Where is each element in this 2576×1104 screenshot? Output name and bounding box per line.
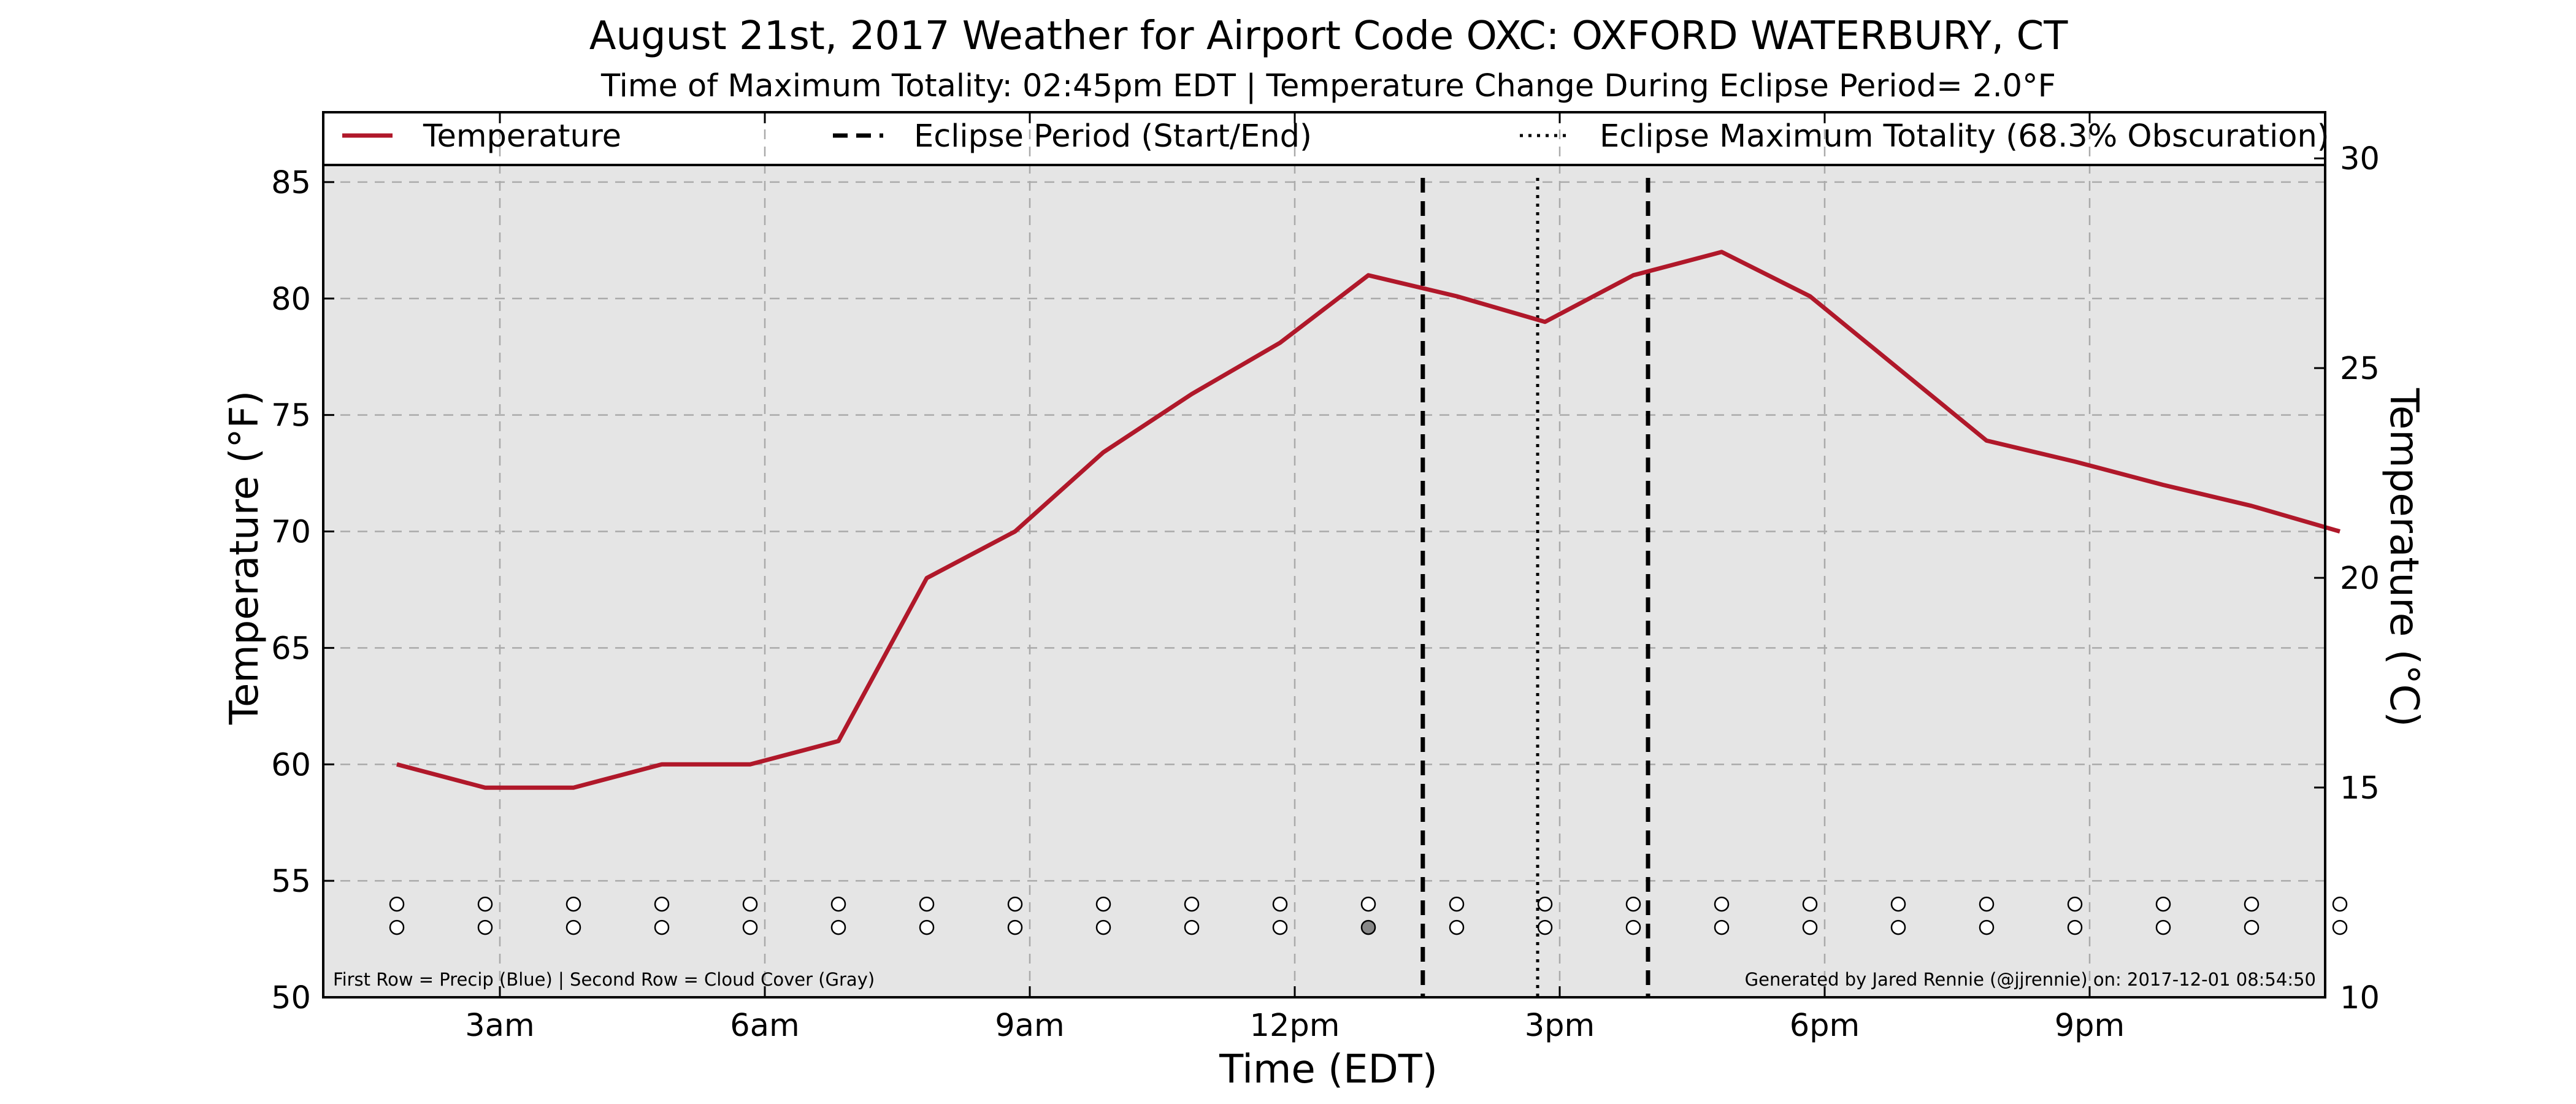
y-right-tick-label: 10 [2340, 980, 2380, 1016]
cloud-cover-marker [2332, 919, 2348, 935]
precip-marker [2244, 896, 2260, 912]
x-tick-label: 9pm [2055, 1008, 2125, 1044]
cloud-cover-marker [2067, 919, 2083, 935]
cloud-cover-marker [1272, 919, 1288, 935]
y-tick-label: 70 [271, 515, 311, 551]
cloud-cover-marker [565, 919, 581, 935]
cloud-cover-marker [1537, 919, 1553, 935]
cloud-cover-marker [2244, 919, 2260, 935]
precip-marker [742, 896, 758, 912]
cloud-cover-marker [1184, 919, 1200, 935]
precip-marker [1184, 896, 1200, 912]
cloud-cover-marker [1802, 919, 1818, 935]
precip-marker [477, 896, 493, 912]
plot-background [323, 165, 2325, 997]
temperature-series [396, 250, 2340, 790]
cloud-cover-marker [654, 919, 670, 935]
chart-title: August 21st, 2017 Weather for Airport Co… [589, 13, 2069, 59]
y-tick-label: 65 [271, 631, 311, 667]
cloud-cover-marker [389, 919, 405, 935]
x-tick-label: 12pm [1250, 1008, 1340, 1044]
y-tick-label: 50 [271, 980, 311, 1016]
observation-markers [389, 896, 2348, 935]
cloud-cover-marker [1449, 919, 1465, 935]
plot-frame [322, 111, 2326, 999]
precip-marker [1272, 896, 1288, 912]
precip-marker [1802, 896, 1818, 912]
x-tick-label: 9am [995, 1008, 1064, 1044]
legend-label-max-totality: Eclipse Maximum Totality (68.3% Obscurat… [1600, 118, 2329, 155]
cloud-cover-marker [1625, 919, 1641, 935]
temperature-line [396, 250, 2340, 790]
cloud-cover-marker [477, 919, 493, 935]
x-tick-label: 3am [465, 1008, 534, 1044]
y-right-tick-label: 25 [2340, 351, 2380, 387]
precip-marker [1625, 896, 1641, 912]
cloud-cover-marker [1360, 919, 1376, 935]
x-tick-label: 6pm [1790, 1008, 1860, 1044]
precip-marker [654, 896, 670, 912]
y-tick-label: 55 [271, 864, 311, 900]
eclipse-lines [1420, 178, 1650, 997]
precip-marker [1360, 896, 1376, 912]
legend: Temperature Eclipse Period (Start/End) Ecl… [342, 118, 2329, 155]
x-tick-label: 3pm [1525, 1008, 1595, 1044]
precip-marker [565, 896, 581, 912]
x-axis-label: Time (EDT) [1219, 1047, 1438, 1092]
y-axis-label-right: Temperature (°C) [2381, 388, 2426, 727]
legend-label-eclipse-period: Eclipse Period (Start/End) [914, 118, 1312, 155]
precip-marker [1714, 896, 1730, 912]
footnote-right: Generated by Jared Rennie (@jjrennie) on… [1745, 969, 2316, 990]
precip-marker [1007, 896, 1023, 912]
y-tick-label: 75 [271, 398, 311, 434]
chart-subtitle: Time of Maximum Totality: 02:45pm EDT | … [600, 68, 2056, 104]
cloud-cover-marker [1714, 919, 1730, 935]
precip-marker [1979, 896, 1995, 912]
precip-marker [1537, 896, 1553, 912]
y-right-tick-label: 15 [2340, 770, 2380, 807]
precip-marker [919, 896, 935, 912]
precip-marker [2067, 896, 2083, 912]
y-right-tick-label: 30 [2340, 141, 2380, 177]
precip-marker [830, 896, 846, 912]
precip-marker [2332, 896, 2348, 912]
cloud-cover-marker [1007, 919, 1023, 935]
cloud-cover-marker [830, 919, 846, 935]
precip-marker [1890, 896, 1906, 912]
footnote-left: First Row = Precip (Blue) | Second Row =… [333, 969, 875, 990]
precip-marker [1095, 896, 1111, 912]
y-right-tick-label: 20 [2340, 561, 2380, 597]
cloud-cover-marker [1979, 919, 1995, 935]
cloud-cover-marker [919, 919, 935, 935]
y-tick-label: 60 [271, 747, 311, 783]
y-tick-label: 85 [271, 165, 311, 201]
cloud-cover-marker [742, 919, 758, 935]
legend-label-temperature: Temperature [423, 118, 621, 155]
precip-marker [389, 896, 405, 912]
cloud-cover-marker [1890, 919, 1906, 935]
precip-marker [2155, 896, 2171, 912]
cloud-cover-marker [2155, 919, 2171, 935]
axis-ticks: 3am 6am 9am 12pm 3pm 6pm 9pm 50 55 60 65 70 75 80 85 10… [271, 112, 2380, 1044]
y-tick-label: 80 [271, 282, 311, 318]
cloud-cover-marker [1095, 919, 1111, 935]
precip-marker [1449, 896, 1465, 912]
x-tick-label: 6am [730, 1008, 799, 1044]
y-axis-label: Temperature (°F) [222, 391, 267, 726]
